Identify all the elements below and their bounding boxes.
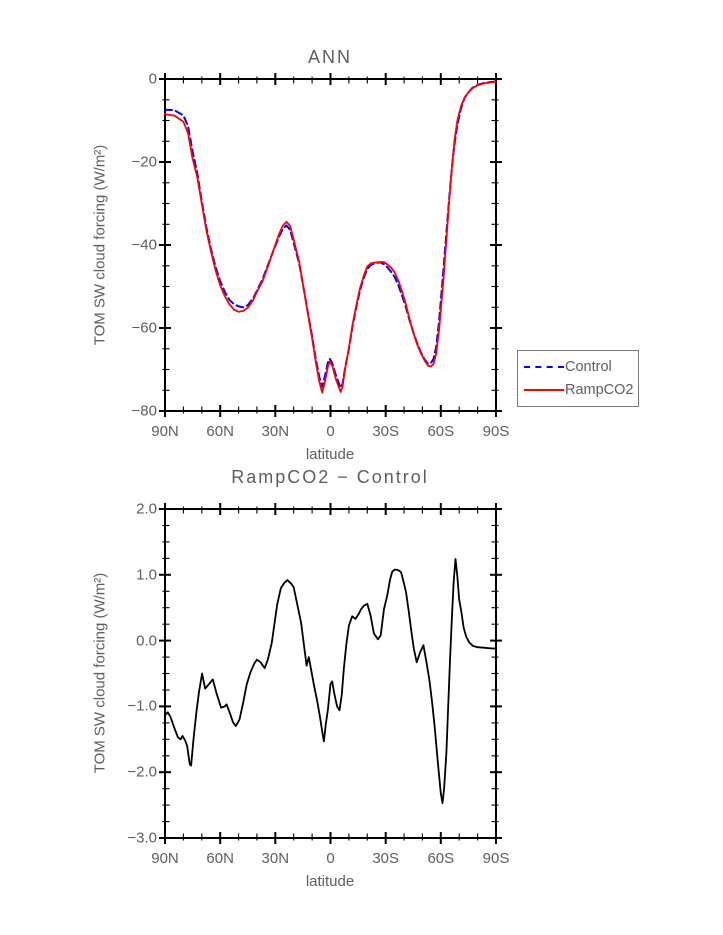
y-tick-label: −3.0 xyxy=(127,829,157,847)
x-tick-label: 90S xyxy=(482,423,510,440)
legend-label-control: Control xyxy=(565,359,612,375)
x-tick-label: 60N xyxy=(206,850,234,867)
x-tick-label: 30N xyxy=(261,423,290,440)
x-tick-label: 90N xyxy=(151,850,179,867)
bottom-chart-title: RampCO2 − Control xyxy=(231,467,429,487)
x-tick-label: 90N xyxy=(151,423,179,440)
top-chart-title: ANN xyxy=(307,47,353,67)
y-tick-label: −40 xyxy=(131,236,157,254)
y-tick-label: 1.0 xyxy=(136,566,157,584)
y-tick-label: 0 xyxy=(148,70,157,88)
rampco2-line-swatch xyxy=(524,389,564,391)
bottom-y-axis-label: TOM SW cloud forcing (W/m²) xyxy=(91,572,109,774)
series-line-rampco2 xyxy=(164,81,497,394)
x-tick-label: 90S xyxy=(482,850,510,867)
x-tick-label: 0 xyxy=(326,423,335,440)
top-y-axis-label: TOM SW cloud forcing (W/m²) xyxy=(91,144,109,346)
x-tick-label: 60S xyxy=(427,423,455,440)
y-tick-label: −2.0 xyxy=(127,763,157,781)
legend-entry-control: Control xyxy=(524,358,638,376)
y-tick-label: 2.0 xyxy=(136,500,157,518)
x-tick-label: 30S xyxy=(372,850,400,867)
legend-entry-rampco2: RampCO2 xyxy=(524,381,638,399)
bottom-x-axis-label: latitude xyxy=(305,873,355,890)
x-tick-label: 60N xyxy=(206,423,234,440)
y-tick-label: −60 xyxy=(131,319,157,337)
series-line-rampco2-control xyxy=(164,558,497,804)
x-tick-label: 0 xyxy=(326,850,335,867)
legend-label-rampco2: RampCO2 xyxy=(565,382,634,398)
y-tick-label: −20 xyxy=(131,153,157,171)
y-tick-label: −80 xyxy=(131,402,157,420)
y-tick-label: −1.0 xyxy=(127,697,157,715)
control-line-swatch xyxy=(524,366,564,368)
x-tick-label: 60S xyxy=(427,850,455,867)
top-x-axis-label: latitude xyxy=(305,446,355,463)
legend: Control RampCO2 xyxy=(517,350,639,407)
y-tick-label: 0.0 xyxy=(136,632,157,650)
x-tick-label: 30N xyxy=(261,850,290,867)
x-tick-label: 30S xyxy=(372,423,400,440)
